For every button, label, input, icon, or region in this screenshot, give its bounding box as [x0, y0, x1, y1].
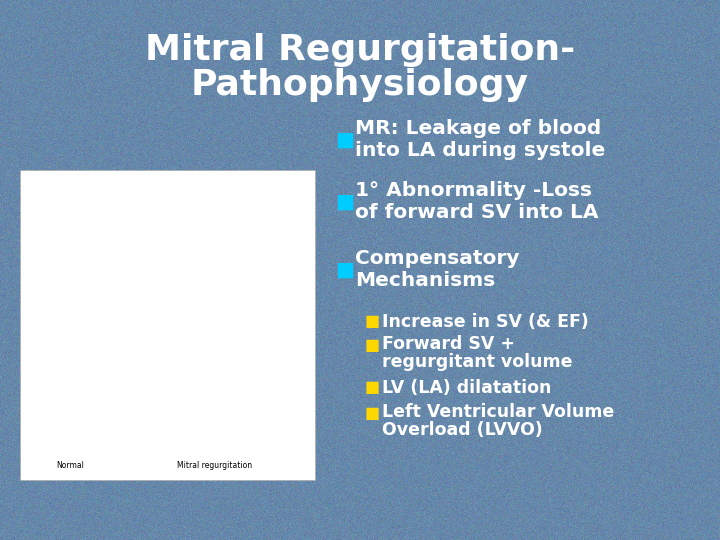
Text: Mitral regurgitation: Mitral regurgitation: [177, 461, 253, 470]
Text: Increase in SV (& EF): Increase in SV (& EF): [382, 313, 589, 331]
Text: Mitral Regurgitation-: Mitral Regurgitation-: [145, 33, 575, 67]
Text: Mechanisms: Mechanisms: [355, 272, 495, 291]
Text: ■: ■: [365, 406, 380, 421]
Text: Forward SV +: Forward SV +: [382, 335, 515, 353]
Text: into LA during systole: into LA during systole: [355, 141, 606, 160]
Text: Pathophysiology: Pathophysiology: [191, 68, 529, 102]
Text: ■: ■: [335, 131, 354, 150]
Text: Compensatory: Compensatory: [355, 249, 520, 268]
FancyBboxPatch shape: [20, 170, 315, 480]
Text: Left Ventricular Volume: Left Ventricular Volume: [382, 403, 614, 421]
Text: Normal: Normal: [56, 461, 84, 470]
Text: ■: ■: [335, 260, 354, 280]
Text: LV (LA) dilatation: LV (LA) dilatation: [382, 379, 552, 397]
Text: regurgitant volume: regurgitant volume: [382, 353, 572, 371]
Text: ■: ■: [365, 314, 380, 329]
Text: ■: ■: [365, 338, 380, 353]
Text: ■: ■: [365, 381, 380, 395]
Text: MR: Leakage of blood: MR: Leakage of blood: [355, 119, 601, 138]
Text: Overload (LVVO): Overload (LVVO): [382, 421, 543, 439]
Text: 1° Abnormality -Loss: 1° Abnormality -Loss: [355, 181, 592, 200]
Text: ■: ■: [335, 192, 354, 212]
Text: of forward SV into LA: of forward SV into LA: [355, 204, 598, 222]
